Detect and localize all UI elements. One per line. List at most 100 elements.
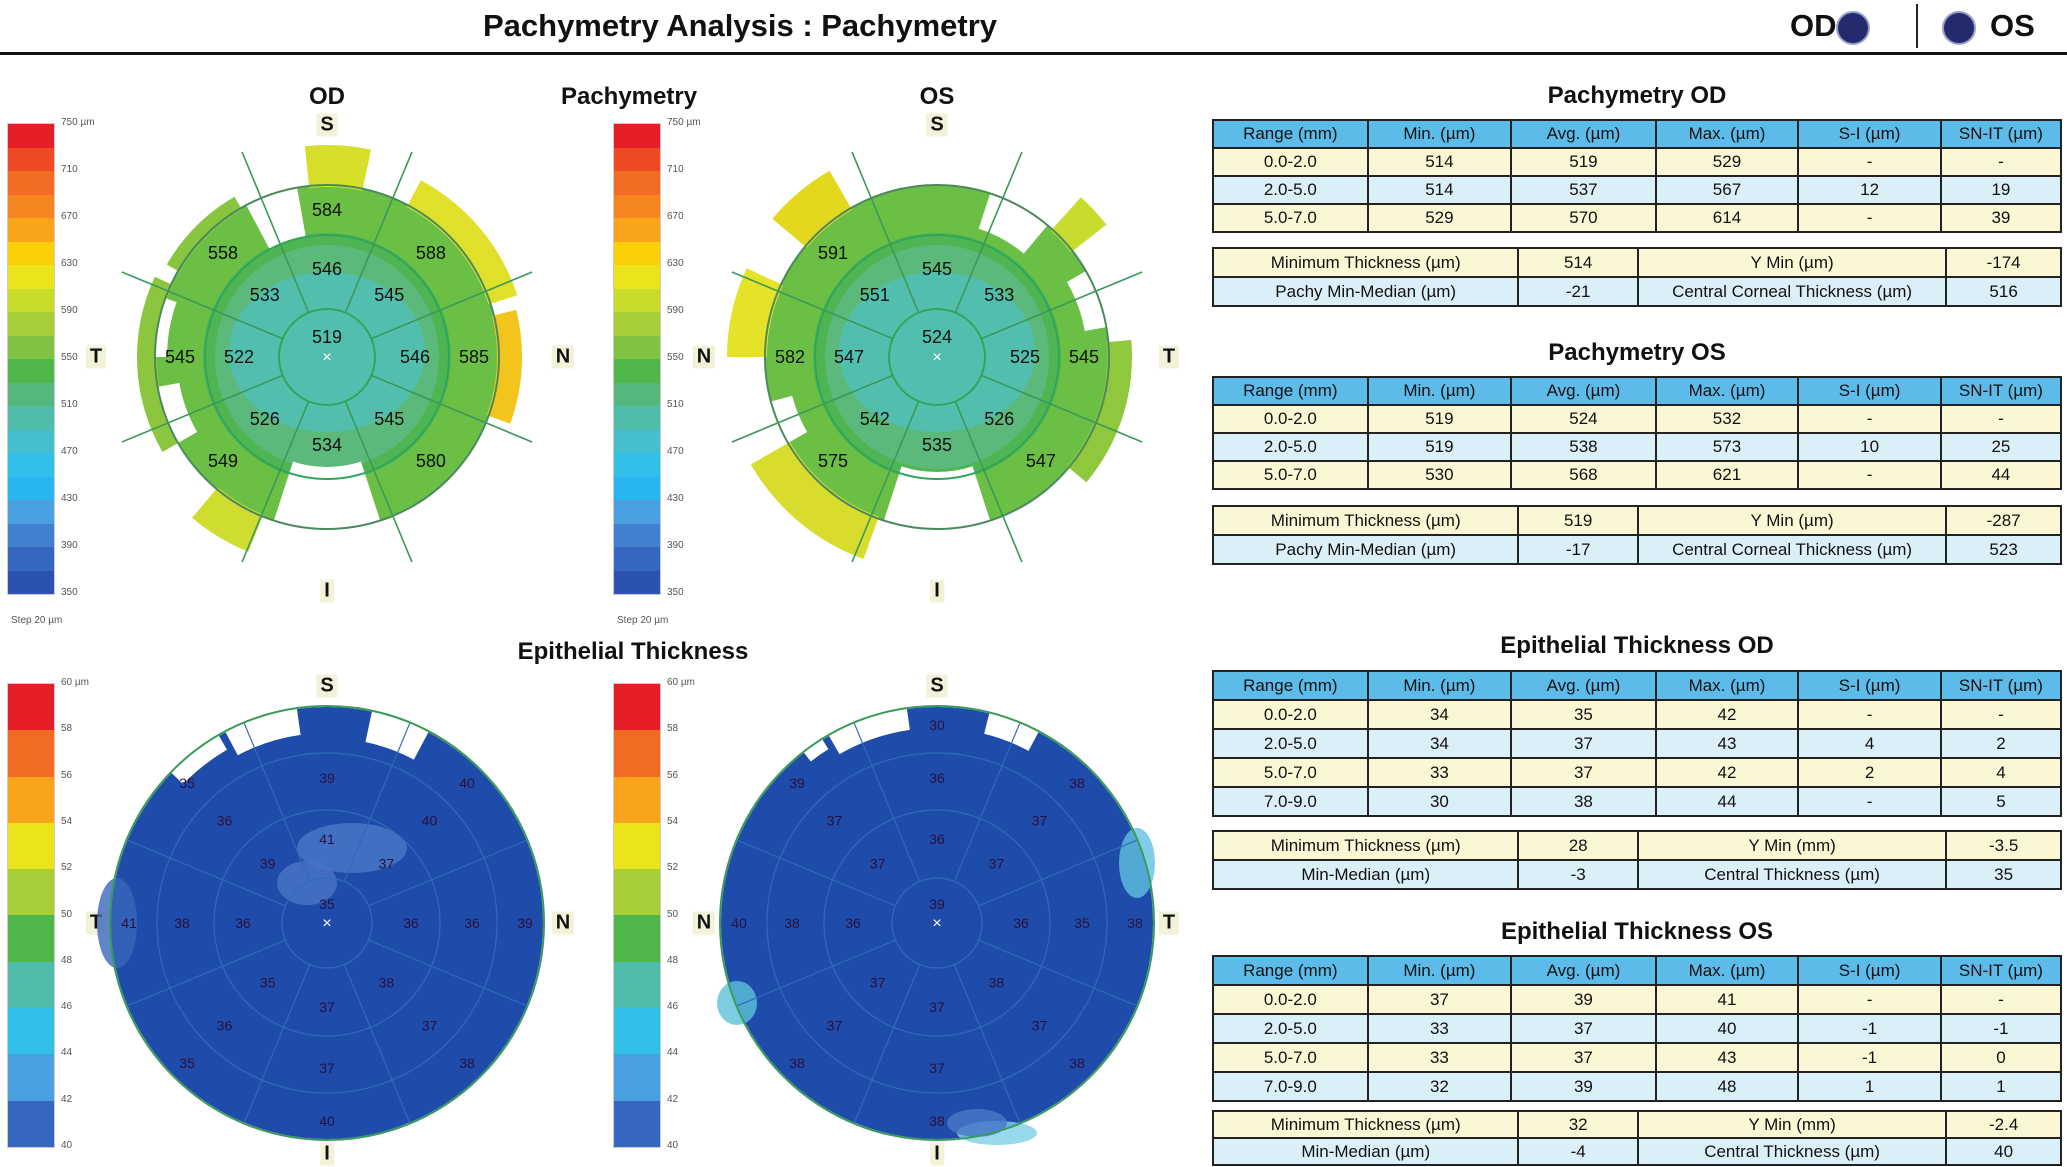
column-header: Min. (µm) [1366, 670, 1513, 701]
zone-ring [281, 877, 373, 969]
sector-line [737, 939, 896, 1007]
sector-line [953, 723, 1021, 882]
table-cell: 34 [1366, 728, 1513, 759]
thickness-value: 36 [929, 770, 945, 786]
scale-label: 46 [667, 1001, 679, 1013]
table-cell: 25 [1939, 432, 2063, 462]
table-cell: 0.0-2.0 [1212, 984, 1369, 1015]
summary-row: Minimum Thickness (µm) 519 Y Min (µm) -287 [1211, 505, 2062, 536]
thickness-value: 524 [922, 327, 952, 347]
pachymetry-heading: Pachymetry [560, 83, 698, 110]
thickness-value: 575 [818, 451, 848, 471]
scale-label: 40 [61, 1140, 73, 1151]
thickness-value: 549 [208, 451, 238, 471]
missing-data-region [1066, 271, 1107, 331]
table-cell: 529 [1366, 203, 1513, 233]
summary-label: Minimum Thickness (µm) [1211, 830, 1520, 861]
column-header: Range (mm) [1212, 376, 1369, 406]
table-cell: 1 [1939, 1071, 2063, 1102]
peripheral-zone [304, 145, 372, 191]
table-cell: 30 [1366, 786, 1513, 817]
column-header: S-I (µm) [1797, 955, 1942, 986]
ring-5mm [814, 234, 1060, 480]
table-cell: 532 [1654, 404, 1800, 434]
epi-od-range-table: Range (mm) Min. (µm) Avg. (µm) Max. (µm) S-I… [1212, 670, 2063, 817]
scale-label: 510 [667, 399, 684, 410]
epi-os-range-table: Range (mm) Min. (µm) Avg. (µm) Max. (µm) S-I… [1212, 955, 2063, 1102]
summary-row: Minimum Thickness (µm) 28 Y Min (mm) -3.5 [1211, 830, 2062, 861]
summary-value: -4 [1517, 1137, 1639, 1166]
thickness-value: 37 [870, 974, 886, 990]
thickness-maps: × 519 546 545 546 545 534 526 522 533 584 588 585 580… [97, 145, 1155, 1145]
peripheral-zone [137, 276, 180, 452]
table-cell: 10 [1797, 432, 1942, 462]
table-cell: - [1797, 147, 1942, 177]
center-mark-icon: × [322, 349, 331, 366]
scale-label: 390 [667, 540, 684, 551]
pachy-os-title: Pachymetry OS [1548, 339, 1726, 366]
scale-label: 40 [667, 1140, 679, 1151]
missing-data-region [170, 735, 227, 785]
thickness-value: 38 [929, 1113, 945, 1129]
thickness-value: 545 [1069, 347, 1099, 367]
scale-label: 48 [667, 954, 679, 966]
scale-label: 710 [61, 164, 78, 175]
scale-label: 510 [61, 399, 78, 410]
sector-line [127, 839, 286, 907]
od-heading: OD [309, 83, 345, 110]
missing-data-region [803, 738, 829, 762]
missing-data-region [978, 193, 1048, 254]
scale-label: 42 [667, 1093, 679, 1105]
thickness-value: 36 [464, 915, 480, 931]
thickness-value: 37 [827, 812, 843, 828]
table-cell: - [1797, 699, 1942, 730]
missing-data-region [365, 710, 429, 760]
table-cell: 34 [1366, 699, 1513, 730]
missing-data-region [273, 461, 381, 529]
scale-label: 430 [667, 493, 684, 504]
summary-label: Minimum Thickness (µm) [1211, 1110, 1520, 1139]
summary-value: 523 [1945, 534, 2062, 565]
scale-label: 750 µm [667, 117, 701, 128]
epi-od-color-scale [7, 683, 55, 1148]
pachy-os-color-scale [613, 123, 661, 595]
epi-os-color-scale [613, 683, 661, 1148]
thickness-value: 522 [224, 347, 254, 367]
thickness-value: 35 [179, 775, 195, 791]
os-eye-icon[interactable] [1942, 11, 1976, 45]
od-eye-icon[interactable] [1836, 11, 1870, 45]
scale-label: 56 [61, 769, 73, 781]
table-cell: 519 [1366, 404, 1513, 434]
table-cell: 568 [1510, 460, 1657, 490]
pachy-od-color-scale [7, 123, 55, 595]
ring-9mm [719, 705, 1155, 1141]
thickness-highlight [97, 878, 137, 968]
summary-value: 35 [1945, 859, 2062, 890]
scale-label: 58 [61, 723, 73, 735]
table-cell: 2 [1939, 728, 2063, 759]
scale-label: 42 [61, 1093, 73, 1105]
table-cell: 537 [1510, 175, 1657, 205]
column-header: Max. (µm) [1654, 119, 1800, 149]
sector-line [978, 839, 1137, 907]
epithelial-heading: Epithelial Thickness [517, 638, 749, 665]
summary-label: Pachy Min-Median (µm) [1211, 534, 1520, 565]
summary-value: 32 [1517, 1110, 1639, 1139]
thickness-value: 545 [922, 259, 952, 279]
scale-label: 590 [667, 305, 684, 316]
column-header: Avg. (µm) [1510, 670, 1657, 701]
sector-line [851, 151, 920, 313]
thickness-value: 545 [374, 409, 404, 429]
thickness-value: 37 [422, 1018, 438, 1034]
thickness-value: 39 [260, 856, 276, 872]
peripheral-zone [166, 196, 242, 272]
thickness-value: 526 [984, 409, 1014, 429]
table-cell: - [1939, 147, 2063, 177]
table-cell: - [1797, 404, 1942, 434]
sector-line [853, 723, 921, 882]
thickness-value: 37 [379, 856, 395, 872]
table-cell: 5 [1939, 786, 2063, 817]
table-cell: 514 [1366, 175, 1513, 205]
direction-superior: S [316, 113, 338, 137]
summary-label: Central Corneal Thickness (µm) [1636, 276, 1948, 307]
